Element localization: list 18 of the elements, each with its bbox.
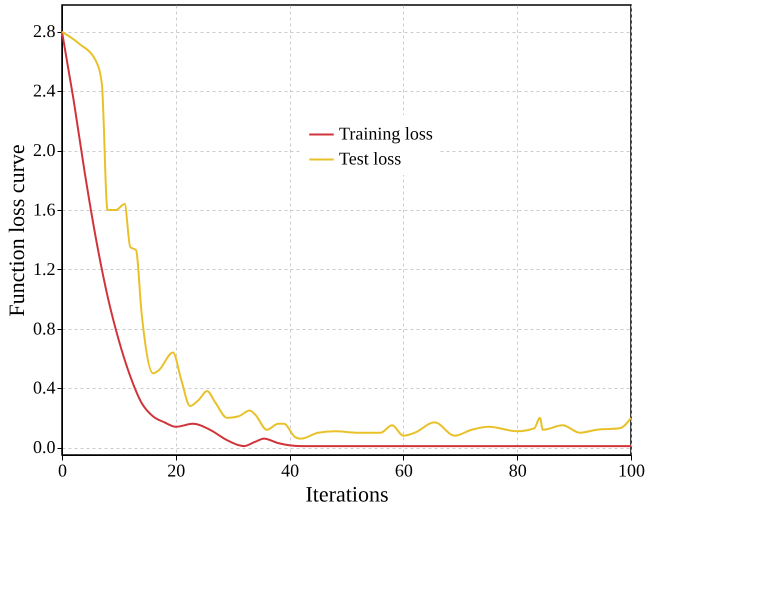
- x-tick-label: 0: [58, 460, 67, 480]
- y-tick-label: 2.0: [33, 140, 56, 160]
- y-tick-label: 0.4: [33, 378, 56, 398]
- y-tick-label: 1.2: [33, 258, 56, 279]
- x-axis-title: Iterations: [305, 482, 389, 506]
- y-tick-label: 0.8: [33, 318, 56, 338]
- x-tick-label: 100: [618, 460, 645, 480]
- y-tick-label: 2.8: [33, 21, 56, 42]
- y-tick-label: 1.6: [33, 199, 56, 220]
- y-tick-label: 0.0: [33, 437, 56, 458]
- x-tick-label: 40: [281, 460, 300, 480]
- x-tick-label: 20: [167, 460, 186, 480]
- x-tick-label: 60: [394, 460, 413, 480]
- y-axis-title: Function loss curve: [4, 144, 29, 317]
- y-tick-label: 2.4: [33, 80, 56, 101]
- x-tick-label: 80: [508, 460, 527, 480]
- legend-label: Test loss: [339, 148, 402, 168]
- legend-label: Training loss: [339, 124, 433, 144]
